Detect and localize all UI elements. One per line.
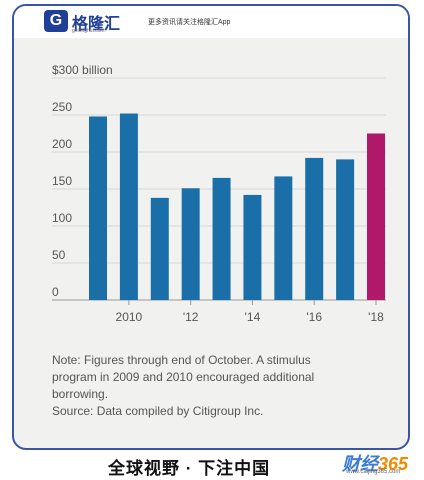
y-axis-unit-label: $300 billion [52, 63, 113, 77]
site-logo-number: 365 [378, 454, 409, 474]
bar [336, 159, 355, 300]
top-bar: G 格隆汇 gelonghui.com 更多资讯请关注格隆汇App [14, 6, 408, 38]
x-tick-label: '18 [368, 310, 384, 324]
bar [119, 113, 138, 301]
article-frame: G 格隆汇 gelonghui.com 更多资讯请关注格隆汇App 0 50 100… [12, 4, 410, 450]
source-line: Source: Data compiled by Citigroup Inc. [52, 404, 264, 418]
bar [150, 197, 169, 300]
y-tick-label: 50 [52, 248, 66, 262]
footer-slogan: 全球视野 · 下注中国 [108, 459, 271, 478]
note-line: borrowing. [52, 387, 109, 401]
brand-logo-text: 格隆汇 [72, 16, 121, 33]
brand-logo-icon: G [44, 10, 68, 32]
bar [305, 157, 324, 300]
note-line: Note: Figures through end of October. A … [52, 353, 311, 367]
y-tick-label: 100 [52, 211, 72, 225]
bar [243, 194, 262, 300]
x-tick-label: 2010 [116, 310, 143, 324]
y-tick-label: 150 [52, 174, 72, 188]
bar [274, 176, 293, 300]
bar [212, 177, 231, 300]
bottom-banner [0, 452, 424, 480]
x-tick-label: '16 [306, 310, 322, 324]
x-tick-label: '12 [183, 310, 199, 324]
site-url: www.caijing365.com [346, 469, 401, 475]
brand-tagline: 更多资讯请关注格隆汇App [148, 19, 231, 26]
y-tick-label: 250 [52, 100, 72, 114]
site-logo-text: 财经 [342, 454, 378, 474]
y-tick-label: 200 [52, 137, 72, 151]
bar-chart: 0 50 100 150 200 250 $300 billion 2010 '12 '14 '16… [52, 63, 386, 324]
y-tick-label: 0 [52, 285, 59, 299]
x-tick-label: '14 [245, 310, 261, 324]
site-logo: 财经365 [342, 450, 408, 476]
brand-logo-url: gelonghui.com [72, 28, 105, 34]
bar-chart-container: 0 50 100 150 200 250 $300 billion 2010 '12 '14 '16… [14, 38, 408, 338]
bar [89, 116, 107, 300]
note-line: program in 2009 and 2010 encouraged addi… [52, 370, 315, 384]
chart-note: Note: Figures through end of October. A … [52, 352, 382, 420]
bar [181, 188, 200, 300]
bar [367, 133, 385, 300]
